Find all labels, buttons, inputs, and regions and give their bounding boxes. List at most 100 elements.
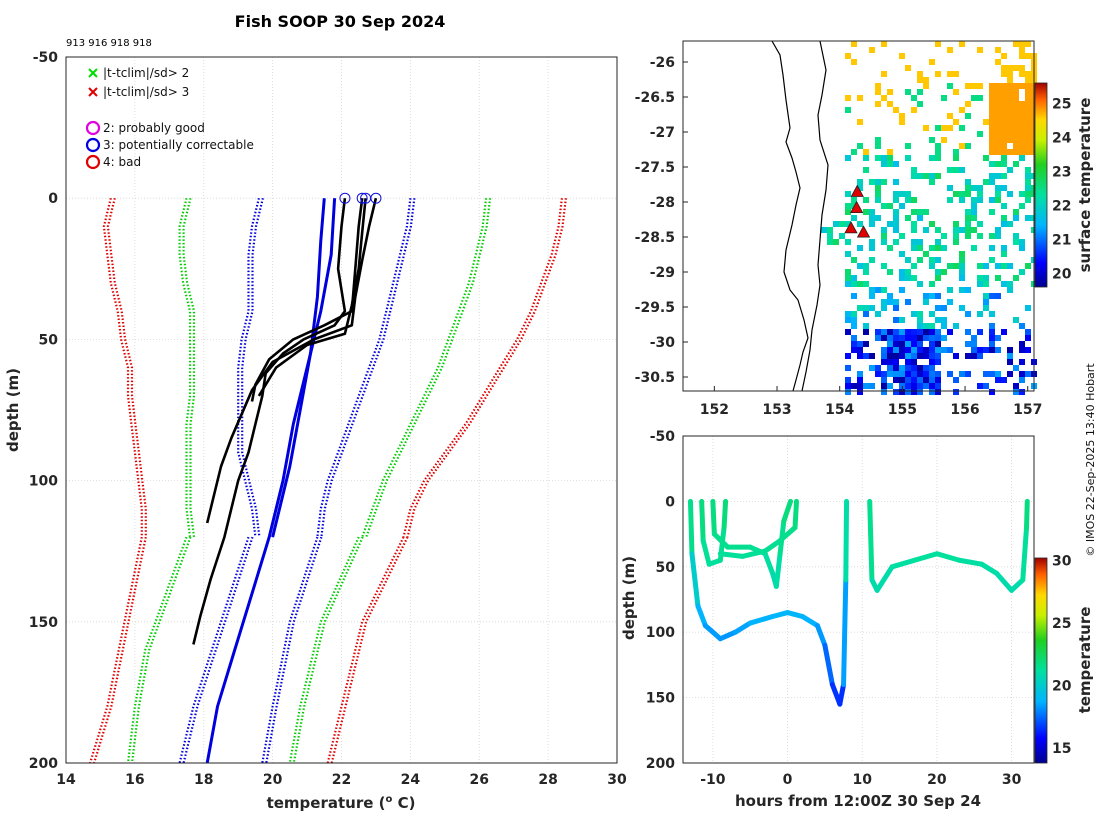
map-y-tick-label: -28: [650, 195, 675, 211]
sst-pixel: [1001, 89, 1007, 95]
sst-pixel: [1001, 65, 1007, 71]
sst-pixel: [917, 347, 923, 353]
series-clim-+2sd-band: [365, 198, 492, 538]
sst-pixel: [881, 233, 887, 239]
sst-pixel: [851, 281, 857, 287]
sst-pixel: [1013, 101, 1019, 107]
coastline: [771, 40, 809, 392]
sst-pixel: [959, 305, 965, 311]
sst-pixel: [983, 347, 989, 353]
sst-pixel: [1013, 131, 1019, 137]
sst-pixel: [863, 197, 869, 203]
sst-pixel: [827, 233, 833, 239]
sst-pixel: [923, 365, 929, 371]
sst-pixel: [983, 305, 989, 311]
sst-pixel: [965, 215, 971, 221]
y-tick-label: 50: [39, 332, 59, 348]
x-tick-label: 16: [125, 772, 144, 788]
sst-pixel: [929, 377, 935, 383]
sst-pixel: [1019, 239, 1025, 245]
sst-pixel: [995, 263, 1001, 269]
sst-pixel: [983, 155, 989, 161]
sst-pixel: [1025, 149, 1031, 155]
drop-location-marker: [844, 221, 858, 234]
drop-location-marker: [850, 184, 864, 197]
td-track-segment: [717, 551, 746, 559]
sst-pixel: [1001, 143, 1007, 149]
sst-pixel: [863, 281, 869, 287]
map-y-tick-label: -30.5: [635, 370, 675, 386]
sst-pixel: [1025, 215, 1031, 221]
sst-pixel: [869, 209, 875, 215]
sst-pixel: [869, 257, 875, 263]
sst-pixel: [911, 365, 917, 371]
sst-pixel: [1007, 263, 1013, 269]
sst-pixel: [887, 149, 893, 155]
sst-pixel: [989, 335, 995, 341]
td-y-tick-label: 200: [646, 756, 675, 772]
sst-pixel: [971, 335, 977, 341]
sst-pixel: [923, 299, 929, 305]
sst-pixel: [911, 389, 917, 395]
sst-pixel: [965, 227, 971, 233]
map-y-tick-label: -28.5: [635, 230, 675, 246]
sst-pixel: [911, 245, 917, 251]
sst-pixel: [845, 95, 851, 101]
sst-pixel: [1001, 263, 1007, 269]
sst-pixel: [935, 317, 941, 323]
sst-pixel: [917, 329, 923, 335]
sst-pixel: [917, 101, 923, 107]
sst-pixel: [1019, 119, 1025, 125]
sst-pixel: [1013, 215, 1019, 221]
series-916: [250, 198, 364, 402]
td-track-segment: [711, 531, 731, 550]
sst-colorbar-tick: 25: [1052, 96, 1071, 112]
series-clim-mean-b: [205, 198, 337, 764]
sst-pixel: [1013, 209, 1019, 215]
temp-colorbar-tick: 20: [1052, 679, 1072, 695]
sst-pixel: [845, 239, 851, 245]
sst-pixel: [893, 191, 899, 197]
sst-pixel: [977, 191, 983, 197]
sst-pixel: [905, 269, 911, 275]
sst-pixel: [1019, 203, 1025, 209]
sst-pixel: [965, 143, 971, 149]
legend-label: |t-tclim|/sd> 2: [103, 66, 189, 80]
sst-pixel: [1001, 53, 1007, 59]
sst-pixel: [1025, 137, 1031, 143]
sst-pixel: [917, 281, 923, 287]
sst-pixel: [929, 281, 935, 287]
sst-pixel: [1019, 131, 1025, 137]
sst-pixel: [857, 179, 863, 185]
sst-pixel: [947, 167, 953, 173]
td-track-segment: [762, 538, 783, 554]
sst-pixel: [995, 137, 1001, 143]
td-y-tick-label: 150: [646, 691, 675, 707]
td-track-segment: [979, 561, 1000, 576]
sst-pixel: [959, 371, 965, 377]
sst-pixel: [959, 143, 965, 149]
sst-pixel: [887, 203, 893, 209]
sst-pixel: [995, 185, 1001, 191]
sst-colorbar: [1034, 82, 1048, 288]
sst-pixel: [995, 371, 1001, 377]
sst-pixel: [1025, 335, 1031, 341]
sst-pixel: [971, 203, 977, 209]
sst-pixel: [863, 353, 869, 359]
sst-pixel: [1007, 221, 1013, 227]
sst-pixel: [851, 275, 857, 281]
sst-pixel: [965, 179, 971, 185]
drop-location-marker: [849, 200, 864, 214]
sst-pixel: [875, 197, 881, 203]
drop-start-marker: [339, 192, 351, 204]
sst-pixel: [881, 95, 887, 101]
sst-pixel: [911, 335, 917, 341]
sst-pixel: [959, 257, 965, 263]
sst-pixel: [857, 347, 863, 353]
sst-pixel: [1025, 329, 1031, 335]
sst-pixel: [1019, 41, 1025, 47]
map-y-tick-label: -29: [650, 265, 675, 281]
sst-pixel: [887, 341, 893, 347]
series-clim--3sd: [102, 197, 143, 538]
